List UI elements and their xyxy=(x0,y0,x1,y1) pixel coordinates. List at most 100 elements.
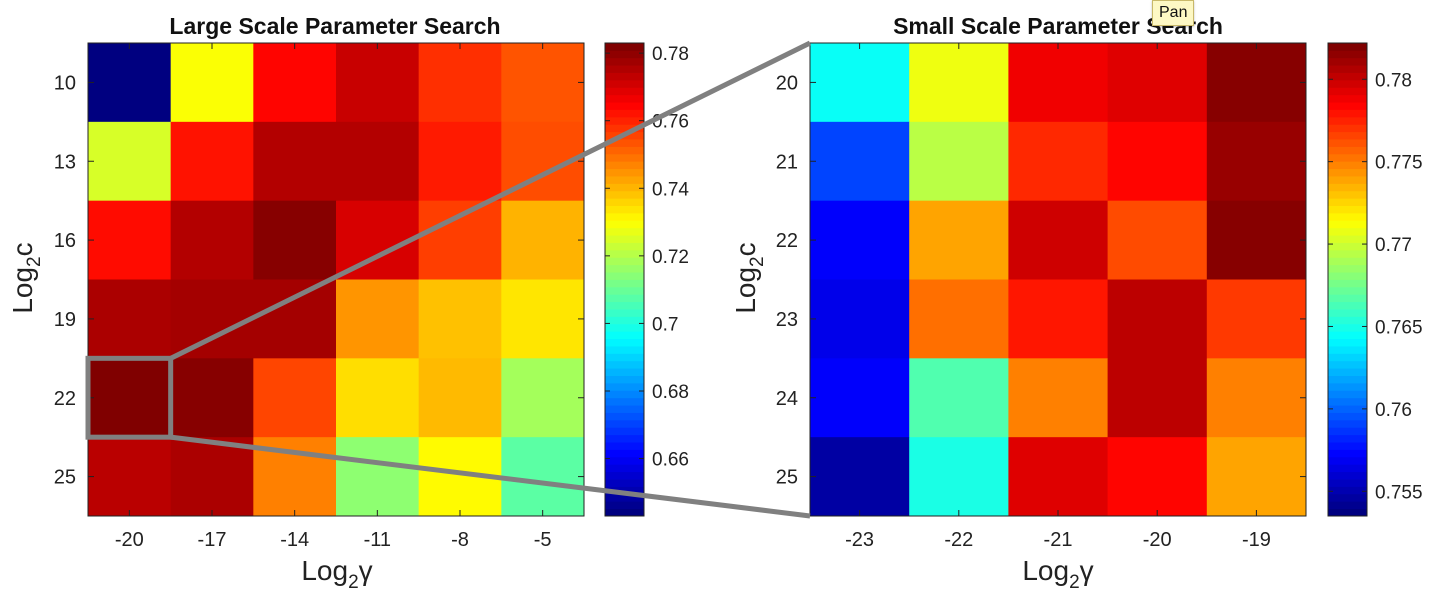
large-scale-colorbar-step-50 xyxy=(605,139,644,147)
small-scale-colorbar-step-54 xyxy=(1328,109,1367,118)
large-scale-cell-r4-c1 xyxy=(170,358,254,438)
large-scale-colorbar-tick-label-3: 0.72 xyxy=(652,247,689,268)
large-scale-cell-r0-c3 xyxy=(336,43,420,123)
small-scale-xtick-label-2: -21 xyxy=(1044,529,1073,551)
small-scale-ytick-label-0: 20 xyxy=(776,72,798,94)
small-scale-cell-r0-c1 xyxy=(909,43,1009,123)
large-scale-colorbar-step-23 xyxy=(605,338,644,347)
small-scale-colorbar-step-31 xyxy=(1328,279,1367,288)
small-scale-colorbar-step-15 xyxy=(1328,397,1367,406)
large-scale-title: Large Scale Parameter Search xyxy=(169,13,500,39)
large-scale-cell-r4-c3 xyxy=(336,358,420,438)
small-scale-cell-r2-c1 xyxy=(909,200,1009,280)
large-scale-cell-r2-c0 xyxy=(88,200,172,280)
large-scale-colorbar-step-3 xyxy=(605,486,644,495)
small-scale-colorbar-step-41 xyxy=(1328,205,1367,214)
small-scale-colorbar-step-13 xyxy=(1328,412,1367,421)
large-scale-colorbar-step-0 xyxy=(605,508,644,517)
small-scale-cell-r2-c3 xyxy=(1107,200,1208,280)
small-scale-colorbar-step-19 xyxy=(1328,368,1367,376)
large-scale-colorbar-step-31 xyxy=(605,279,644,288)
large-scale-colorbar-step-24 xyxy=(605,331,644,340)
small-scale-colorbar-tick-label-1: 0.76 xyxy=(1375,400,1412,421)
small-scale-colorbar-step-56 xyxy=(1328,94,1367,103)
small-scale-colorbar-step-6 xyxy=(1328,464,1367,473)
small-scale-colorbar-step-9 xyxy=(1328,442,1367,450)
small-scale-colorbar-step-47 xyxy=(1328,161,1367,170)
large-scale-colorbar-step-33 xyxy=(605,264,644,273)
large-scale-colorbar-tick-label-1: 0.68 xyxy=(652,382,689,403)
large-scale-ytick-label-1: 13 xyxy=(54,151,76,173)
small-scale-cells xyxy=(809,42,1307,517)
large-scale-cell-r4-c0 xyxy=(88,358,172,438)
large-scale-cell-r0-c2 xyxy=(253,43,337,123)
small-scale-colorbar-step-44 xyxy=(1328,183,1367,192)
small-scale-cell-r5-c0 xyxy=(810,437,910,517)
small-scale-colorbar-step-11 xyxy=(1328,427,1367,436)
small-scale-cell-r1-c2 xyxy=(1008,121,1109,202)
small-scale-colorbar-tick-label-3: 0.77 xyxy=(1375,235,1412,256)
small-scale-cell-r3-c3 xyxy=(1107,279,1208,359)
small-scale-colorbar-step-62 xyxy=(1328,50,1367,59)
small-scale-xtick-label-3: -20 xyxy=(1143,529,1172,551)
small-scale-ticks: -23 -22 -21 -20 -19 20 21 22 23 24 25 xyxy=(776,43,1306,551)
large-scale-colorbar-step-46 xyxy=(605,168,644,177)
small-scale-ytick-label-1: 21 xyxy=(776,151,798,173)
large-scale-colorbar-step-57 xyxy=(605,87,644,96)
large-scale-colorbar-step-49 xyxy=(605,146,644,155)
large-scale-colorbar-step-42 xyxy=(605,198,644,206)
large-scale-colorbar-step-18 xyxy=(605,375,644,384)
small-scale-cell-r3-c4 xyxy=(1206,279,1307,359)
small-scale-colorbar-step-53 xyxy=(1328,116,1367,125)
small-scale-cell-r0-c0 xyxy=(810,43,910,123)
small-scale-ytick-label-3: 23 xyxy=(776,309,798,331)
small-scale-cell-r2-c4 xyxy=(1206,200,1307,280)
large-scale-heatmap-panel[interactable]: Large Scale Parameter Search -20 -17 -14 -1… xyxy=(7,13,689,593)
small-scale-colorbar-step-40 xyxy=(1328,212,1367,221)
large-scale-colorbar-tick-label-5: 0.76 xyxy=(652,112,689,133)
small-scale-colorbar-step-51 xyxy=(1328,131,1367,140)
large-scale-cell-r2-c2 xyxy=(253,200,337,280)
large-scale-cell-r1-c2 xyxy=(253,121,337,202)
large-scale-cell-r0-c4 xyxy=(418,43,502,123)
small-scale-colorbar-step-7 xyxy=(1328,456,1367,465)
small-scale-colorbar-step-1 xyxy=(1328,501,1367,510)
small-scale-cell-r5-c2 xyxy=(1008,437,1109,517)
small-scale-colorbar-step-58 xyxy=(1328,79,1367,88)
large-scale-cell-r3-c0 xyxy=(88,279,172,359)
zoom-connector-bottom xyxy=(170,434,811,519)
zoom-callout xyxy=(85,40,812,519)
small-scale-colorbar-step-21 xyxy=(1328,353,1367,362)
large-scale-cell-r1-c0 xyxy=(88,121,172,202)
large-scale-cell-r3-c1 xyxy=(170,279,254,359)
large-scale-xlabel: Log2γ xyxy=(301,555,372,593)
large-scale-ylabel: Log2c xyxy=(7,242,45,313)
small-scale-colorbar-step-25 xyxy=(1328,323,1367,332)
large-scale-colorbar-step-32 xyxy=(605,272,644,280)
small-scale-colorbar-step-17 xyxy=(1328,382,1367,391)
large-scale-colorbar-step-44 xyxy=(605,183,644,192)
small-scale-heatmap-panel[interactable]: Small Scale Parameter Search -23 -22 -21 -2… xyxy=(730,13,1423,593)
large-scale-colorbar-step-40 xyxy=(605,212,644,221)
large-scale-xtick-label-3: -11 xyxy=(364,529,391,551)
small-scale-colorbar-step-20 xyxy=(1328,360,1367,369)
small-scale-colorbar-step-59 xyxy=(1328,72,1367,81)
small-scale-colorbar-step-33 xyxy=(1328,264,1367,273)
small-scale-colorbar-step-52 xyxy=(1328,124,1367,133)
large-scale-colorbar-step-6 xyxy=(605,464,644,473)
large-scale-colorbar-step-4 xyxy=(605,479,644,487)
large-scale-colorbar-step-12 xyxy=(605,419,644,428)
small-scale-cell-r5-c1 xyxy=(909,437,1009,517)
small-scale-cell-r1-c3 xyxy=(1107,121,1208,202)
large-scale-cell-r3-c4 xyxy=(418,279,502,359)
large-scale-colorbar-step-17 xyxy=(605,382,644,391)
small-scale-colorbar-frame xyxy=(1327,42,1368,517)
large-scale-cell-r0-c0 xyxy=(88,43,172,123)
large-scale-cell-r4-c4 xyxy=(418,358,502,438)
large-scale-cells xyxy=(87,42,585,517)
small-scale-colorbar-tick-label-0: 0.755 xyxy=(1375,482,1423,503)
small-scale-colorbar-step-42 xyxy=(1328,198,1367,206)
small-scale-cell-r4-c0 xyxy=(810,358,910,438)
large-scale-colorbar-step-25 xyxy=(605,323,644,332)
small-scale-cell-r3-c1 xyxy=(909,279,1009,359)
